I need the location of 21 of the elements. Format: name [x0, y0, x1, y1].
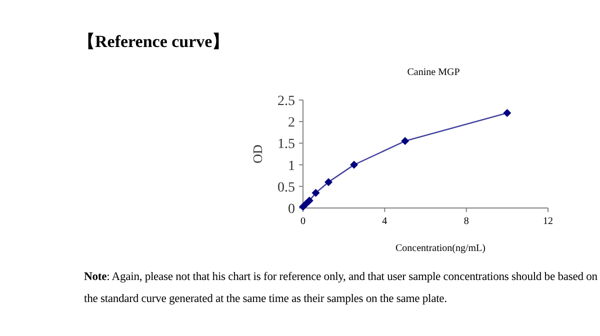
x-tick-label: 8 — [464, 216, 469, 227]
point — [324, 178, 333, 186]
y-tick-label: 1.5 — [278, 137, 295, 152]
y-tick-label: 1 — [288, 158, 295, 174]
point — [503, 108, 512, 117]
point — [401, 137, 410, 146]
text: Note: Again, please not that his chart is for reference only, and that user sample concentrations should be based on the standard curve generated at the same time as their samples on the same plate. — [84, 269, 598, 307]
chart-subtitle: Canine MGP — [407, 67, 460, 78]
x-tick-label: 4 — [382, 216, 388, 227]
y-tick-label: 2 — [288, 116, 295, 131]
x-tick-label: 12 — [543, 216, 553, 227]
point — [312, 188, 320, 197]
y-tick-label: 0 — [288, 202, 295, 217]
x-axis-title: Concentration(ng/mL) — [396, 243, 486, 254]
point — [350, 160, 358, 169]
y-tick-label: 2.5 — [278, 94, 295, 109]
text: 【Reference curve】 — [78, 31, 230, 53]
y-axis-title: OD — [250, 144, 265, 164]
point — [305, 196, 314, 205]
x-tick-label: 0 — [300, 216, 306, 227]
y-tick-label: 0.5 — [278, 180, 295, 196]
